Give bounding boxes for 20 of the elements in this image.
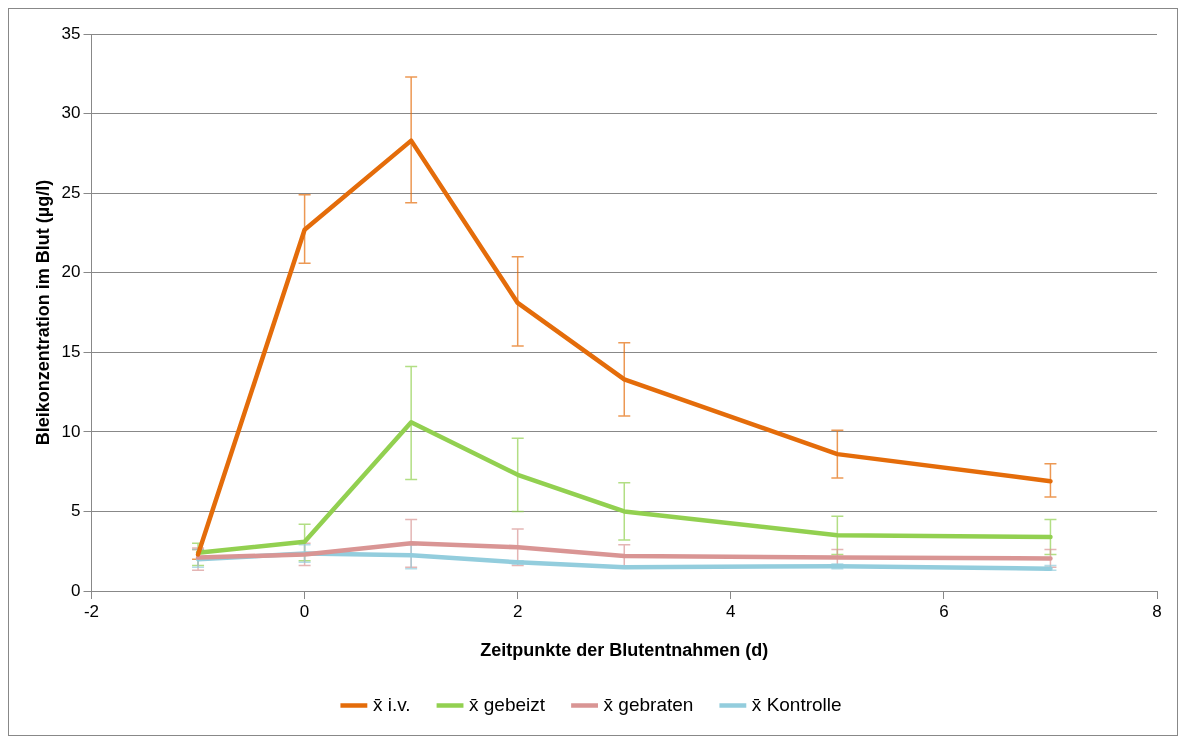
- x-tick-label: 6: [939, 601, 949, 621]
- legend-label: x̄ gebeizt: [469, 693, 546, 715]
- y-tick-label: 25: [61, 182, 81, 202]
- y-tick-label: 30: [61, 103, 81, 123]
- x-tick-label: -2: [83, 601, 100, 621]
- x-axis-title: Zeitpunkte der Blutentnahmen (d): [480, 640, 769, 661]
- y-tick-label: 15: [61, 341, 81, 361]
- x-tick-label: 0: [299, 601, 310, 621]
- y-tick-label: 0: [71, 580, 81, 600]
- y-tick-label: 10: [61, 421, 81, 441]
- x-tick-label: 4: [726, 601, 736, 621]
- x-tick-label: 2: [512, 601, 523, 621]
- legend-label: x̄ gebraten: [603, 693, 694, 715]
- y-tick-label: 20: [61, 262, 81, 282]
- y-tick-label: 35: [61, 23, 81, 43]
- y-axis-title: Bleikonzentration im Blut (µg/l): [32, 179, 53, 446]
- y-tick-label: 5: [71, 501, 81, 521]
- x-tick-label: 8: [1152, 601, 1162, 621]
- legend-label: x̄ Kontrolle: [751, 693, 842, 715]
- legend-label: x̄ i.v.: [372, 693, 411, 715]
